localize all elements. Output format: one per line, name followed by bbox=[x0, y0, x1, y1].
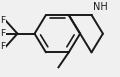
Text: NH: NH bbox=[93, 2, 107, 12]
Text: F: F bbox=[0, 42, 5, 51]
Text: F: F bbox=[0, 29, 5, 38]
Text: F: F bbox=[0, 16, 5, 25]
